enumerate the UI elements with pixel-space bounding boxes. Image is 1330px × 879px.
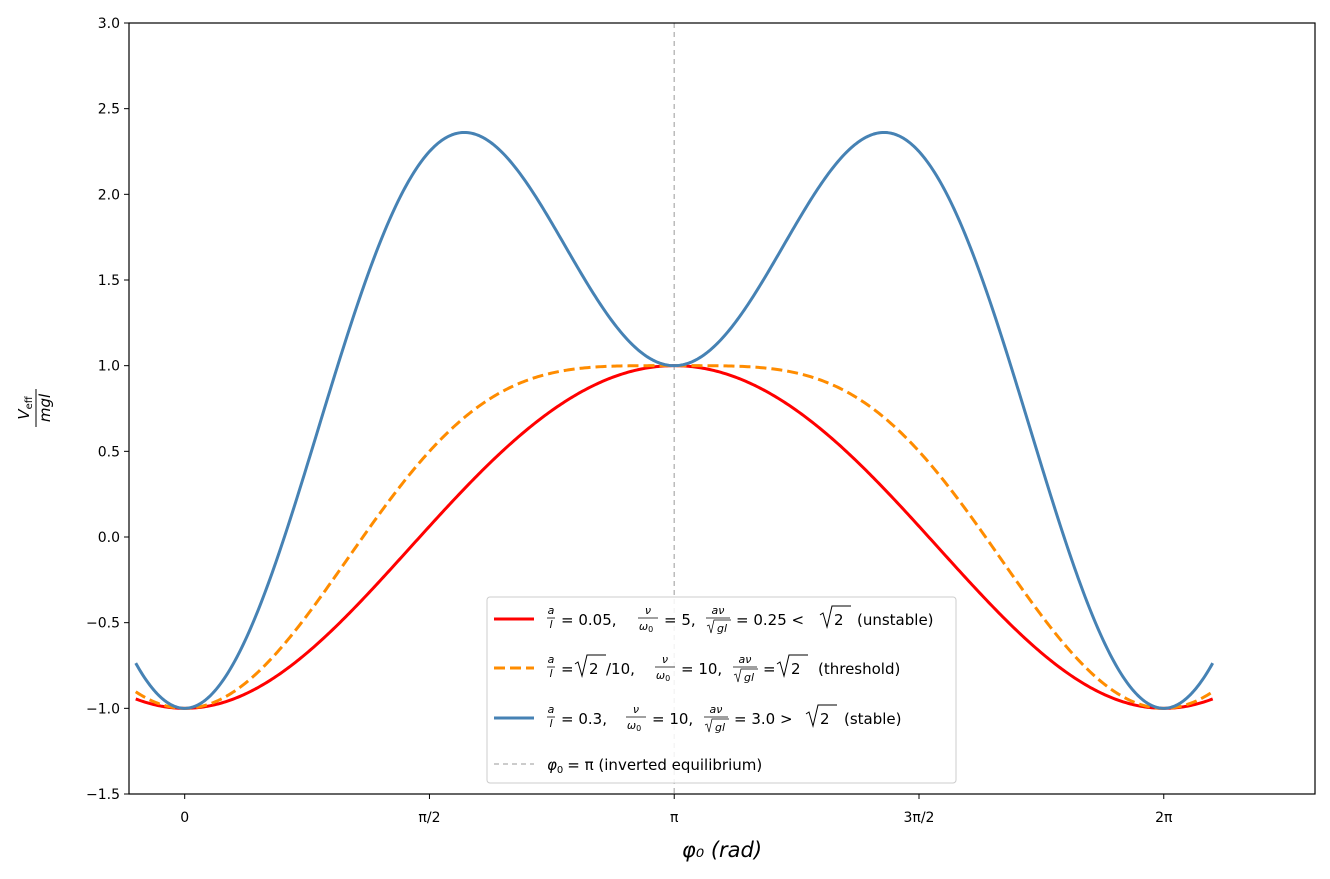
y-axis-title-num: V [15,408,33,420]
svg-text:(unstable): (unstable) [857,611,934,629]
svg-text:Veff: Veff [15,395,35,419]
y-tick-label: 3.0 [98,16,120,32]
svg-text:= 10,: = 10, [652,710,693,728]
legend-frame [486,596,957,784]
plot-frame [128,22,1316,795]
svg-text:= 5,: = 5, [664,611,696,629]
svg-text:gl: gl [744,671,754,684]
svg-text:φ0= π (inverted equilibrium): φ0 = π (inverted equilibrium) [547,756,762,776]
svg-text:aν: aν [710,703,723,716]
y-tick-label: −1.0 [86,701,120,717]
svg-text:gl: gl [717,622,727,635]
x-tick-label: π/2 [418,810,440,826]
y-axis: −1.5 −1.0 −0.5 0.0 0.5 1.0 1.5 2.0 2.5 3.0 [86,16,129,803]
svg-text:ν: ν [662,653,668,666]
svg-text:aν: aν [739,653,752,666]
y-axis-title-num-sub: eff [24,395,35,409]
svg-text:=: = [561,660,574,678]
x-axis-title: φ₀ (rad) [682,838,762,862]
svg-text:2: 2 [820,710,830,728]
svg-text:l: l [549,667,552,680]
y-tick-label: −0.5 [86,616,120,632]
series-stable [134,130,1215,710]
legend-entry-unstable: a l = 0.05, ν ω0 = 5, aν gl = 0.25 < 2 (… [494,604,934,635]
svg-text:= 0.25 <: = 0.25 < [736,611,804,629]
svg-text:l: l [549,618,552,631]
y-tick-label: 2.0 [98,187,120,203]
x-axis: 0 π/2 π 3π/2 2π [180,794,1173,826]
legend-entry-vline: φ0 = π (inverted equilibrium) [494,756,762,776]
y-tick-label: 1.0 [98,359,120,375]
svg-text:l: l [549,717,552,730]
y-axis-title: Veff mgl [15,389,54,427]
svg-text:(stable): (stable) [844,710,902,728]
svg-text:2: 2 [791,660,801,678]
x-tick-label: 2π [1155,810,1173,826]
legend-entry-stable: a l = 0.3, ν ω0 = 10, aν gl = 3.0 > 2 (s… [494,703,902,734]
svg-text:= 3.0 >: = 3.0 > [734,710,793,728]
svg-text:aν: aν [712,604,725,617]
svg-text:/10,: /10, [606,660,635,678]
svg-text:gl: gl [715,721,725,734]
svg-text:ν: ν [633,703,639,716]
svg-text:ω0: ω0 [656,669,670,683]
y-tick-label: 2.5 [98,102,120,118]
svg-text:2: 2 [834,611,844,629]
x-tick-label: π [670,810,679,826]
x-tick-label: 0 [180,810,189,826]
y-tick-label: 0.0 [98,530,120,546]
svg-text:=: = [763,660,776,678]
svg-text:= 10,: = 10, [681,660,722,678]
y-axis-title-den: mgl [36,393,54,422]
series-threshold [134,364,1214,710]
svg-text:a: a [548,703,555,716]
svg-text:a: a [548,604,555,617]
svg-text:2: 2 [589,660,599,678]
legend-entry-threshold: a l = 2 /10, ν ω0 = 10, aν gl = 2 (thres… [494,653,900,684]
svg-text:ω0: ω0 [639,620,653,634]
y-tick-label: 0.5 [98,444,120,460]
svg-text:(threshold): (threshold) [818,660,900,678]
y-tick-label: 1.5 [98,273,120,289]
svg-text:a: a [548,653,555,666]
x-tick-label: 3π/2 [904,810,935,826]
y-tick-label: −1.5 [86,787,120,803]
svg-text:ν: ν [645,604,651,617]
svg-text:= 0.3,: = 0.3, [561,710,607,728]
series-layer [134,130,1215,710]
svg-text:= 0.05,: = 0.05, [561,611,617,629]
svg-text:ω0: ω0 [627,719,641,733]
legend: a l = 0.05, ν ω0 = 5, aν gl = 0.25 < 2 (… [486,596,957,784]
